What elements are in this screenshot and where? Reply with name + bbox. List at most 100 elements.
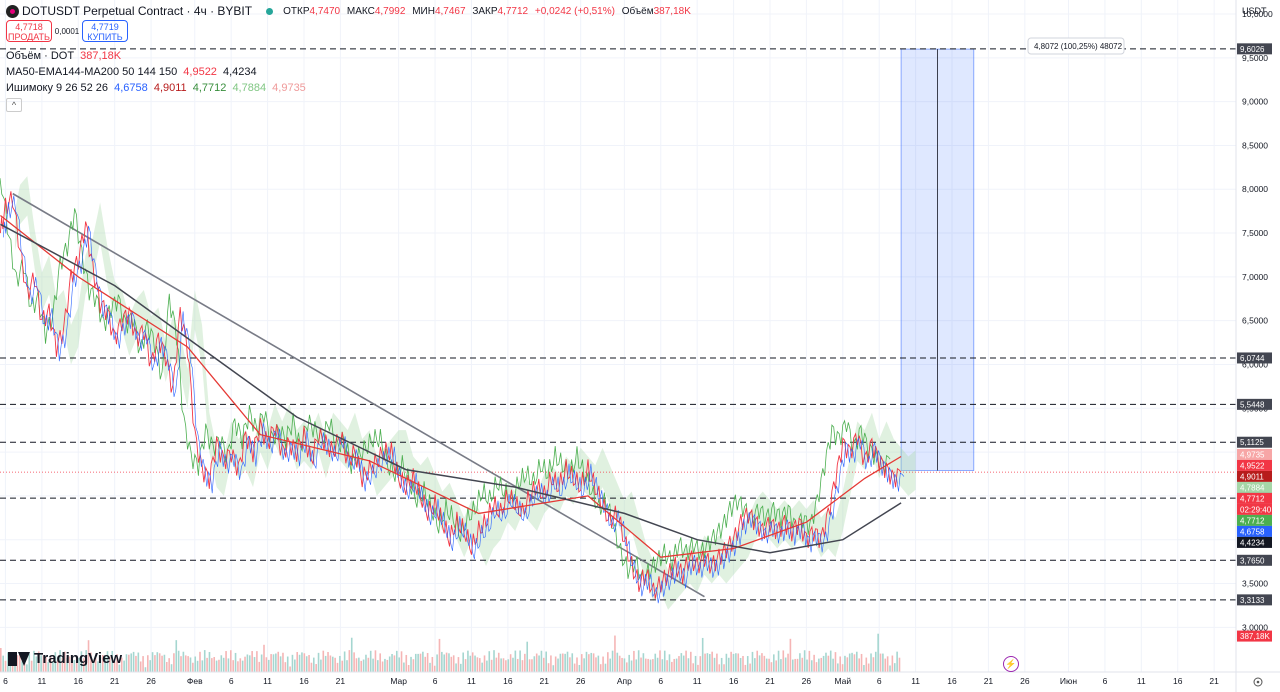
volume-bar	[301, 652, 303, 672]
x-tick-label: 11	[911, 676, 920, 686]
price-tag-bg	[1237, 459, 1272, 471]
volume-bar	[130, 653, 133, 672]
volume-bar	[305, 656, 308, 672]
volume-bar	[289, 666, 291, 672]
volume-bar	[621, 657, 623, 672]
price-tag-label: 4,9522	[1240, 461, 1265, 470]
volume-bar	[846, 657, 849, 672]
volume-bar	[346, 660, 348, 672]
volume-bar	[732, 653, 735, 672]
volume-bar	[405, 654, 408, 672]
volume-bar	[865, 657, 868, 672]
buy-button[interactable]: 4,7719 КУПИТЬ	[82, 20, 128, 42]
volume-bar	[820, 657, 823, 672]
volume-bar	[467, 650, 469, 672]
ichimoku-legend[interactable]: Ишимоку 9 26 52 26 4,6758 4,9011 4,7712 …	[6, 82, 309, 94]
y-tick-label: 3,0000	[1242, 622, 1268, 632]
volume-bar	[312, 657, 315, 672]
volume-bar	[258, 661, 261, 672]
volume-bar	[770, 662, 773, 672]
volume-bar	[727, 657, 730, 672]
price-tag-bg	[1237, 630, 1272, 642]
volume-bar	[367, 657, 370, 672]
volume-bar	[514, 650, 517, 672]
volume-bar	[384, 658, 386, 672]
volume-bar	[296, 652, 299, 672]
volume-bar	[675, 658, 678, 672]
ma-legend[interactable]: MA50-EMA144-MA200 50 144 150 4,9522 4,42…	[6, 66, 260, 78]
volume-bar	[633, 650, 635, 672]
volume-bar	[860, 653, 863, 672]
volume-bar	[528, 659, 531, 672]
volume-bar	[661, 659, 664, 672]
volume-bar	[815, 662, 818, 672]
volume-bar	[343, 651, 346, 672]
volume-bar	[481, 662, 483, 672]
volume-bar	[708, 654, 711, 672]
ichimoku-value-3: 4,7712	[192, 82, 227, 94]
volume-bar	[265, 657, 268, 672]
volume-bar	[469, 655, 472, 672]
x-tick-label: 11	[37, 676, 46, 686]
volume-bar	[457, 657, 460, 672]
volume-bar	[652, 659, 654, 672]
volume-bar	[272, 654, 275, 672]
volume-bar	[128, 654, 130, 672]
volume-bar	[118, 664, 121, 672]
price-tag-bg	[1237, 514, 1272, 526]
volume-bar	[201, 660, 204, 672]
volume-bar	[597, 655, 600, 672]
volume-bar	[433, 665, 436, 672]
volume-bar	[21, 661, 23, 672]
volume-bar	[270, 654, 272, 672]
volume-bar	[730, 651, 732, 672]
volume-bar	[735, 653, 737, 672]
volume-bar	[386, 659, 389, 672]
y-tick-label: 7,0000	[1242, 272, 1268, 282]
volume-bar	[49, 657, 52, 672]
market-open-icon	[266, 7, 274, 15]
volume-bar	[379, 653, 381, 672]
volume-bar	[749, 663, 751, 672]
chart-header: DOTUSDT Perpetual Contract · 4ч · BYBIT …	[6, 4, 695, 18]
volume-bar	[177, 650, 180, 672]
x-tick-label: 11	[263, 676, 272, 686]
price-tags: 9,60266,07445,54485,11254,47483,76503,31…	[1237, 43, 1272, 642]
volume-bar	[898, 657, 901, 672]
volume-bar	[559, 653, 562, 672]
y-tick-label: 10,0000	[1242, 9, 1273, 19]
volume-bar	[2, 655, 4, 672]
open-value: 4,7470	[309, 5, 341, 17]
volume-bar	[362, 659, 365, 672]
volume-bar	[327, 652, 329, 672]
volume-bar	[218, 659, 220, 672]
measure-box	[900, 48, 975, 471]
lightning-icon[interactable]: ⚡	[1003, 656, 1019, 672]
volume-bar	[398, 657, 400, 672]
volume-bar	[82, 658, 85, 672]
volume-bar	[400, 651, 403, 672]
settings-icon[interactable]	[1253, 677, 1263, 687]
x-tick-label: Май	[834, 676, 851, 686]
volume-legend[interactable]: Объём · DOT 387,18K	[6, 50, 124, 62]
volume-bar	[369, 650, 372, 672]
x-tick-label: Апр	[617, 676, 632, 686]
volume-bar	[701, 637, 704, 672]
sell-button[interactable]: 4,7718 ПРОДАТЬ	[6, 20, 52, 42]
volume-bar	[592, 653, 595, 672]
volume-bar	[782, 650, 785, 672]
symbol[interactable]: DOTUSDT Perpetual Contract · 4ч · BYBIT	[6, 4, 252, 18]
collapse-legend-button[interactable]: ^	[6, 98, 22, 112]
volume-bar	[443, 654, 446, 672]
volume-bars	[0, 633, 901, 672]
x-tick-label: 6	[229, 676, 234, 686]
volume-bar	[360, 660, 363, 672]
x-tick-label: 6	[3, 676, 8, 686]
volume-bar	[874, 651, 877, 672]
volume-bar	[682, 655, 685, 672]
volume-bar	[208, 651, 211, 672]
volume-bar	[196, 660, 199, 672]
ichimoku-value-2: 4,9011	[153, 82, 187, 94]
volume-bar	[649, 659, 652, 672]
